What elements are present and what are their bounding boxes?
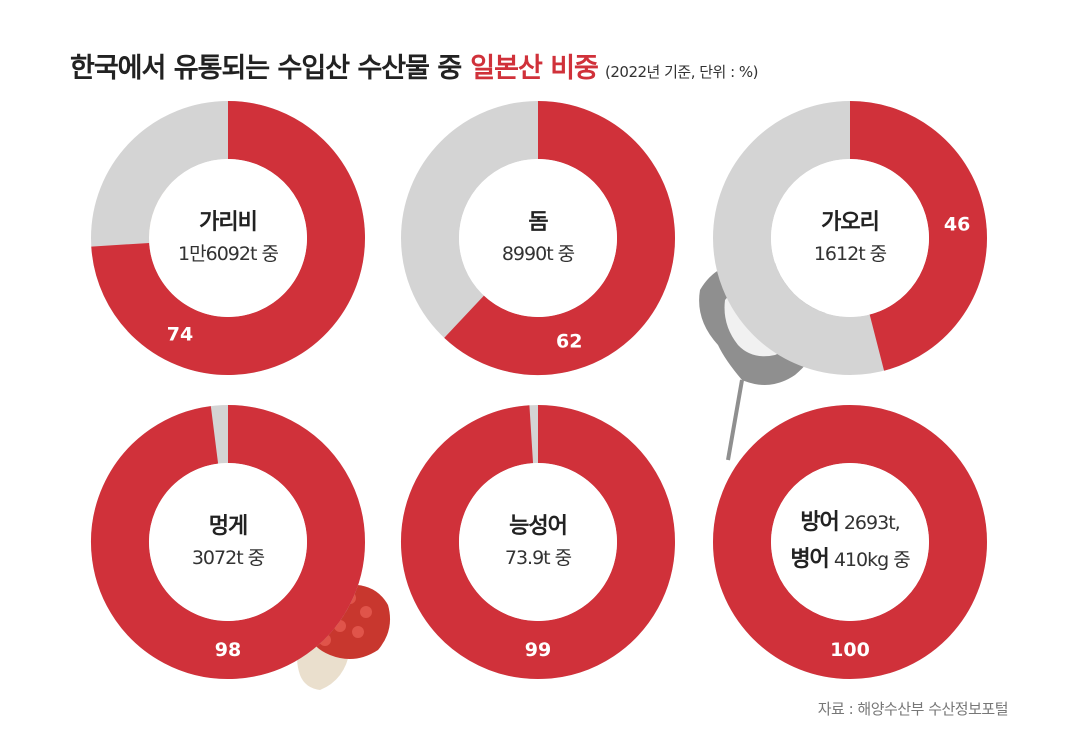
item-amount: 73.9t 중: [504, 547, 572, 569]
donut-chart: 100: [713, 405, 987, 680]
item-name: 가리비: [199, 210, 258, 235]
title-accent: 일본산 비중: [470, 53, 599, 84]
donut-chart: 98: [91, 405, 365, 679]
item-name: 능성어: [509, 514, 568, 539]
source-note: 자료 : 해양수산부 수산정보포털: [817, 700, 1009, 718]
item-amount: 1만6092t 중: [178, 243, 279, 265]
donut-hole: [149, 463, 307, 621]
item-amount: 2693t,: [838, 512, 901, 534]
donut-japan-segment: [91, 101, 365, 375]
value-label: 98: [215, 639, 241, 661]
donut-japan-segment: [444, 101, 675, 375]
donut-hole: [459, 463, 617, 621]
item-name: 가오리: [821, 210, 880, 235]
donut-chart: 46: [713, 101, 987, 375]
donut-hole: [149, 159, 307, 317]
donut-chart: 62: [401, 101, 675, 375]
donut-chart: 74: [91, 101, 365, 375]
item-name-2: 병어: [790, 547, 829, 572]
value-label: 100: [830, 639, 870, 661]
chart-title: 한국에서 유통되는 수입산 수산물 중 일본산 비중 (2022년 기준, 단위…: [70, 46, 759, 85]
donut-center-label: 돔 8990t 중: [501, 207, 575, 269]
value-label: 46: [944, 213, 970, 235]
item-name: 멍게: [208, 514, 248, 539]
donut-center-label: 가오리 1612t 중: [813, 207, 887, 269]
combo-line: 방어 2693t,: [790, 505, 909, 542]
donut-center-label: 멍게 3072t 중: [191, 511, 265, 573]
title-main: 한국에서 유통되는 수입산 수산물 중: [70, 53, 462, 84]
item-amount: 3072t 중: [191, 547, 265, 569]
donut-japan-segment: [849, 101, 987, 371]
donut-hole: [459, 159, 617, 317]
donut-hole: [771, 159, 929, 317]
title-subtitle: (2022년 기준, 단위 : %): [605, 63, 759, 81]
item-amount: 1612t 중: [813, 243, 887, 265]
value-label: 99: [525, 639, 551, 661]
donut-hole: [771, 463, 929, 621]
donut-center-label: 방어 2693t, 병어 410kg 중: [790, 505, 911, 579]
donut-center-label: 가리비 1만6092t 중: [178, 207, 279, 269]
item-amount-2: 410kg 중: [828, 549, 911, 571]
combo-line: 병어 410kg 중: [790, 542, 911, 579]
value-label: 74: [167, 324, 193, 346]
item-name: 돔: [528, 210, 548, 235]
item-name: 방어: [800, 510, 839, 535]
donut-chart: 99: [401, 405, 675, 679]
value-label: 62: [556, 330, 582, 352]
donut-center-label: 능성어 73.9t 중: [504, 511, 572, 573]
donut-japan-segment: [91, 405, 365, 679]
item-amount: 8990t 중: [501, 243, 575, 265]
donut-japan-segment: [401, 405, 675, 679]
donut-japan-segment: [713, 405, 987, 680]
